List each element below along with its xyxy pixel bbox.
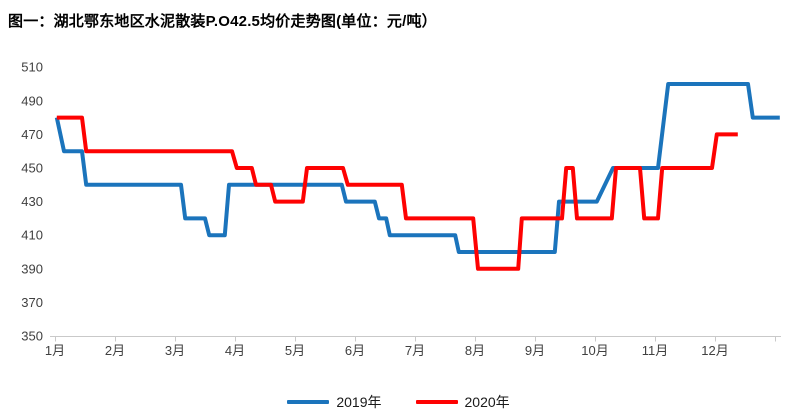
x-axis-label: 11月 (642, 343, 669, 358)
x-axis-label: 2月 (105, 343, 125, 358)
x-axis-label: 1月 (45, 343, 65, 358)
legend-item-2019: 2019年 (287, 392, 382, 412)
x-axis-label: 7月 (405, 343, 425, 358)
legend-line-sample-2019 (287, 400, 330, 404)
series-line-2020年 (56, 115, 738, 271)
x-axis-label: 12月 (701, 343, 728, 358)
y-axis-label: 410 (21, 228, 43, 243)
x-axis-label: 10月 (581, 343, 608, 358)
y-axis-label: 390 (21, 261, 43, 276)
y-axis-label: 430 (21, 194, 43, 209)
plot-area: 1月 2月 3月 4月 5月 6月 7月 8月 9月 10月 11月 12月 510 490 470 450 4… (21, 60, 781, 358)
y-axis-label: 490 (21, 93, 43, 108)
legend-item-2020: 2020年 (415, 392, 510, 412)
legend: 2019年 2020年 (0, 392, 797, 412)
x-axis-label: 5月 (285, 343, 305, 358)
x-axis-label: 8月 (465, 343, 485, 358)
legend-line-sample-2020 (415, 400, 458, 404)
x-axis-label: 9月 (525, 343, 545, 358)
y-axis-label: 370 (21, 295, 43, 310)
legend-label-2019: 2019年 (336, 394, 382, 410)
chart-title: 图一：湖北鄂东地区水泥散装P.O42.5均价走势图(单位：元/吨） (8, 13, 437, 30)
legend-label-2020: 2020年 (464, 394, 510, 410)
y-axis-label: 350 (21, 329, 43, 344)
y-axis-label: 510 (21, 60, 43, 75)
x-axis-label: 4月 (225, 343, 245, 358)
y-axis-label: 470 (21, 127, 43, 142)
x-axis-label: 3月 (165, 343, 185, 358)
x-axis-label: 6月 (345, 343, 365, 358)
series-line-2019年 (54, 82, 780, 254)
y-axis-label: 450 (21, 161, 43, 176)
